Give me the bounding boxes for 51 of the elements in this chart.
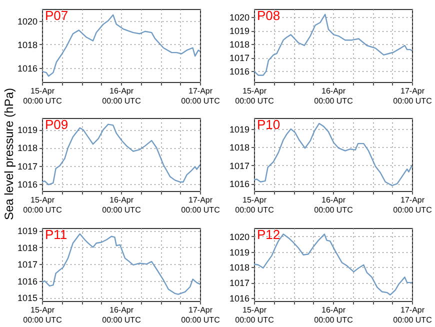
x-tick-label: 17-Apr 00:00 UTC: [393, 306, 432, 324]
y-tick-label: 1020: [229, 232, 250, 242]
chart-title: P11: [45, 227, 68, 242]
y-tick-label: 1015: [17, 293, 38, 304]
y-tick-label: 1019: [229, 124, 250, 134]
y-tick-label: 1018: [17, 143, 38, 154]
y-tick-label: 1018: [17, 242, 38, 253]
y-tick-label: 1016: [17, 179, 38, 190]
y-tick-label: 1018: [229, 262, 250, 273]
y-tick-label: 1017: [229, 53, 250, 64]
x-tick-label: 17-Apr 00:00 UTC: [181, 306, 220, 324]
y-tick-label: 1020: [17, 16, 38, 26]
x-tick-label: 15-Apr 00:00 UTC: [23, 306, 62, 324]
x-tick-label: 16-Apr 00:00 UTC: [102, 196, 142, 214]
x-tick-label: 15-Apr 00:00 UTC: [235, 306, 274, 324]
y-tick-label: 1019: [229, 247, 250, 258]
y-tick-label: 1016: [17, 63, 38, 74]
x-tick-label: 16-Apr 00:00 UTC: [102, 306, 142, 324]
x-tick-label: 17-Apr 00:00 UTC: [393, 86, 432, 106]
x-tick-label: 15-Apr 00:00 UTC: [235, 86, 274, 106]
x-tick-label: 16-Apr 00:00 UTC: [314, 306, 354, 324]
chart-title: P08: [257, 8, 280, 23]
x-tick-label: 16-Apr 00:00 UTC: [314, 196, 354, 214]
y-tick-label: 1019: [17, 226, 38, 236]
y-tick-label: 1018: [17, 40, 38, 50]
y-tick-label: 1017: [17, 161, 38, 172]
y-tick-label: 1019: [229, 26, 250, 36]
y-tick-label: 1017: [17, 260, 38, 270]
y-tick-label: 1017: [229, 278, 250, 288]
y-tick-label: 1018: [229, 40, 250, 50]
x-tick-label: 16-Apr 00:00 UTC: [102, 86, 142, 106]
x-tick-label: 15-Apr 00:00 UTC: [235, 196, 274, 214]
y-tick-label: 1017: [229, 160, 250, 171]
y-axis-title: Sea level pressure (hPa): [2, 88, 16, 220]
x-tick-label: 16-Apr 00:00 UTC: [314, 86, 354, 106]
chart-title: P12: [257, 227, 280, 242]
y-tick-label: 1016: [229, 179, 250, 190]
x-tick-label: 17-Apr 00:00 UTC: [393, 196, 432, 214]
x-tick-label: 17-Apr 00:00 UTC: [181, 86, 220, 106]
chart-title: P10: [257, 117, 280, 132]
x-tick-label: 15-Apr 00:00 UTC: [23, 86, 62, 106]
x-tick-label: 17-Apr 00:00 UTC: [181, 196, 220, 214]
y-tick-label: 1016: [17, 276, 38, 286]
x-tick-label: 15-Apr 00:00 UTC: [23, 196, 62, 214]
y-tick-label: 1016: [229, 66, 250, 77]
y-tick-label: 1018: [229, 142, 250, 153]
y-tick-label: 1016: [229, 293, 250, 304]
y-tick-label: 1019: [17, 125, 38, 136]
chart-title: P09: [45, 117, 68, 132]
chart-title: P07: [45, 8, 68, 23]
y-tick-label: 1020: [229, 12, 250, 23]
